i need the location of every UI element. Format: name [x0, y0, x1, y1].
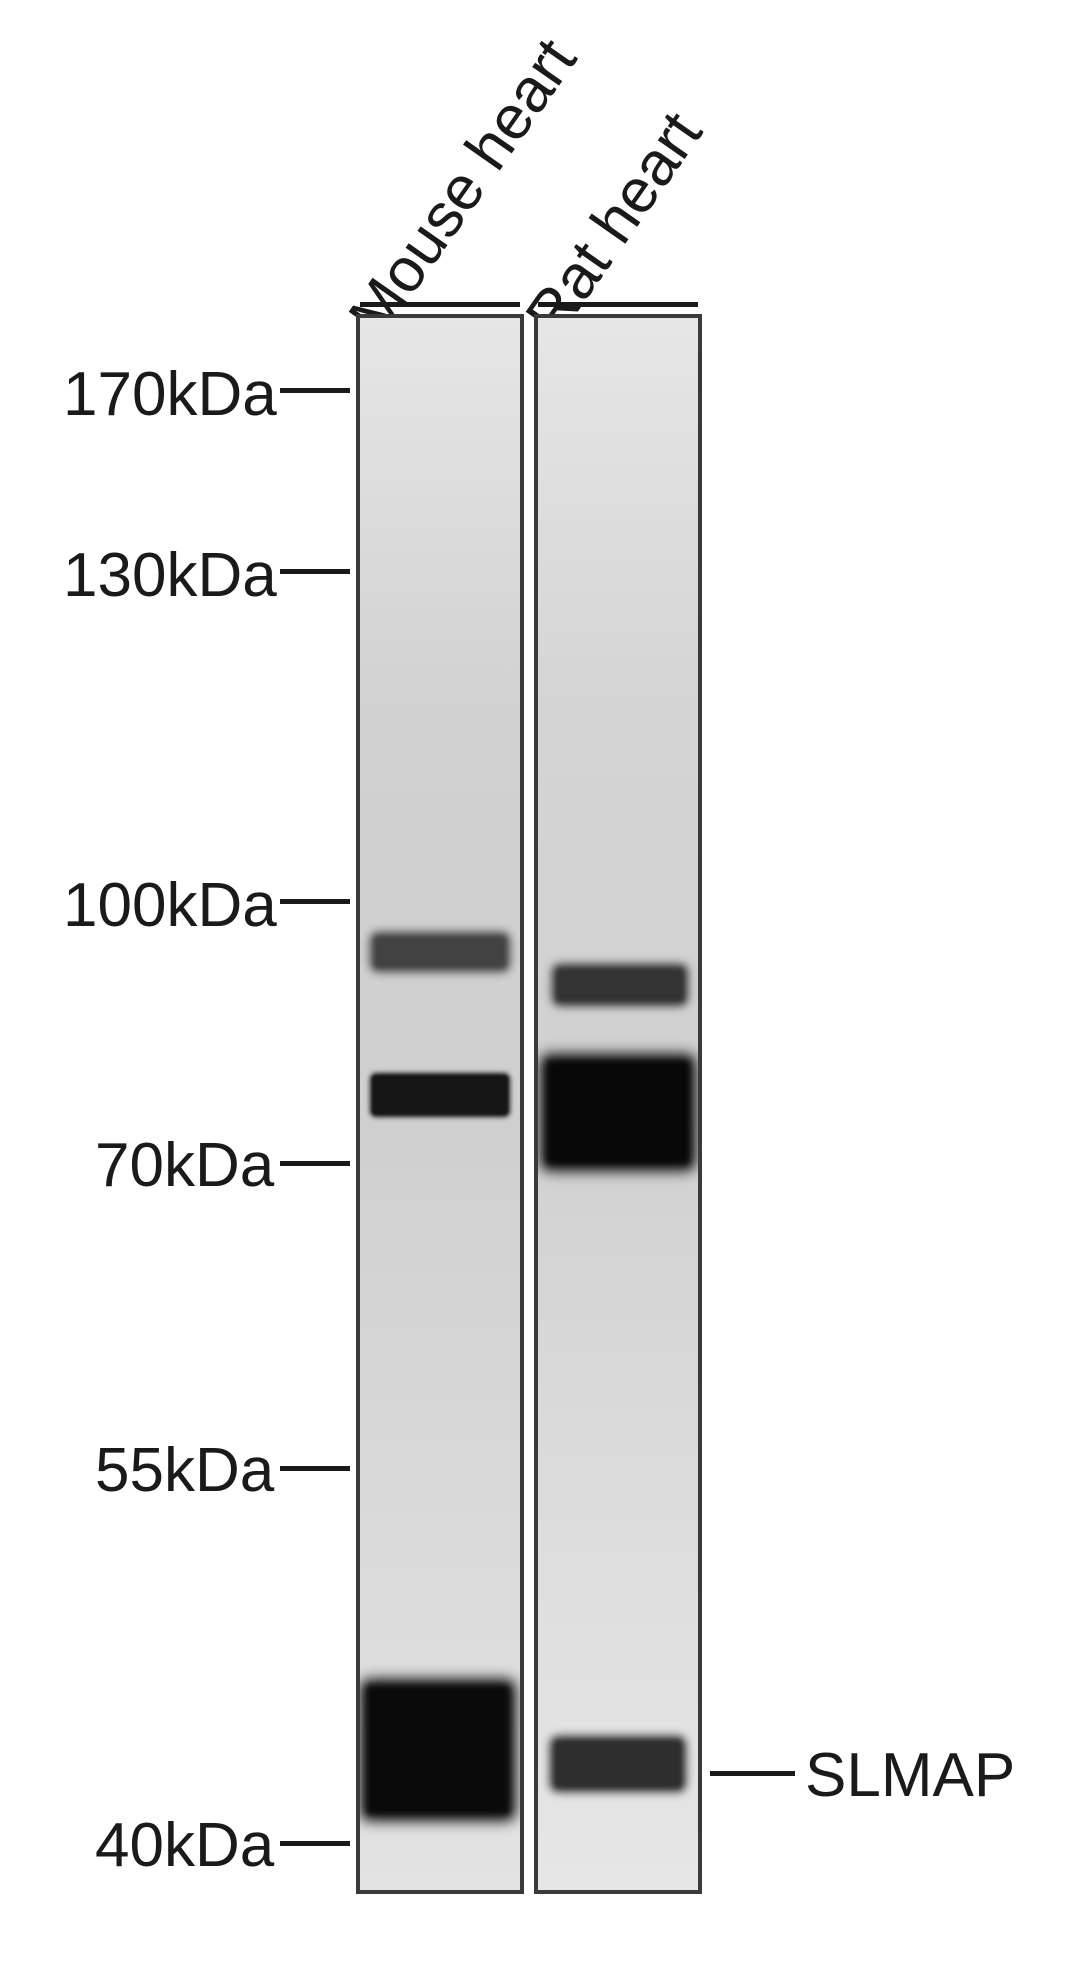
- mw-tick-130: [280, 569, 350, 574]
- lane-underline-1: [360, 302, 520, 307]
- lane-2-border: [534, 314, 702, 1894]
- mw-marker-130: 130kDa: [63, 540, 273, 611]
- lane-underline-2: [538, 302, 698, 307]
- mw-marker-100: 100kDa: [63, 870, 273, 941]
- mw-tick-100: [280, 899, 350, 904]
- mw-tick-55: [280, 1466, 350, 1471]
- blot-figure: Mouse heart Rat heart 170kDa 130kDa 100k…: [0, 0, 1080, 1979]
- mw-tick-70: [280, 1161, 350, 1166]
- mw-marker-170: 170kDa: [63, 359, 273, 430]
- lane-label-2: Rat heart: [512, 99, 716, 349]
- mw-tick-40: [280, 1841, 350, 1846]
- mw-marker-40: 40kDa: [95, 1810, 273, 1881]
- mw-marker-70: 70kDa: [95, 1130, 273, 1201]
- lane-1-border: [356, 314, 524, 1894]
- target-label-slmap: SLMAP: [805, 1740, 1015, 1811]
- mw-tick-170: [280, 388, 350, 393]
- mw-marker-55: 55kDa: [95, 1435, 273, 1506]
- target-tick-slmap: [710, 1771, 795, 1776]
